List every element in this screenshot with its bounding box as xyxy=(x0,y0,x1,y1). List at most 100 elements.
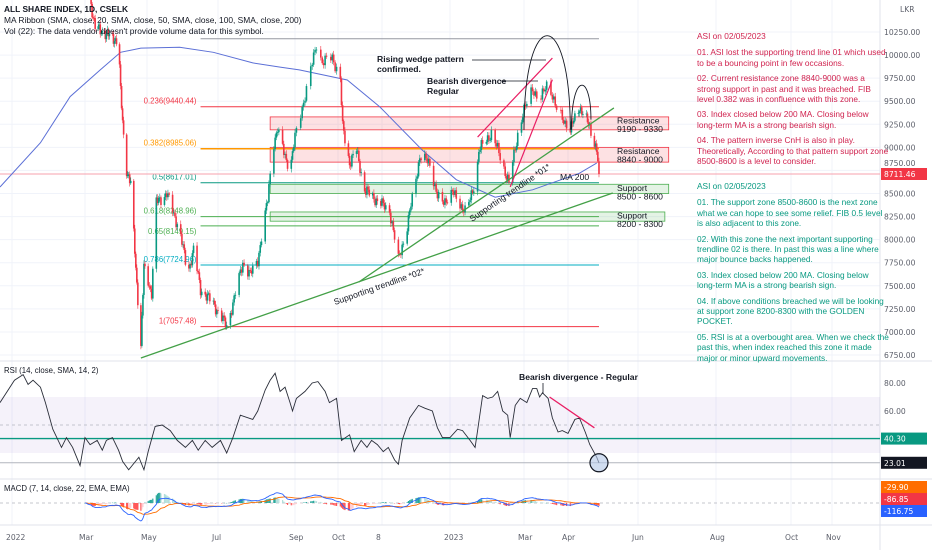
time-axis[interactable]: 2022 Mar May Jul Sep Oct 8 2023 Mar Apr Jun Aug Oct N… xyxy=(6,533,841,542)
symbol-title[interactable]: ALL SHARE INDEX, 1D, CSELK xyxy=(4,4,129,14)
candle-body xyxy=(233,295,235,303)
candle-body xyxy=(330,56,332,61)
macd-histogram-bar xyxy=(498,503,500,504)
time-tick-label: Oct xyxy=(332,533,345,542)
candle-body xyxy=(256,260,259,267)
candle-body xyxy=(234,294,237,296)
candle-body xyxy=(247,265,249,277)
macd-histogram-bar xyxy=(104,503,106,505)
candle-body xyxy=(118,44,121,65)
head-shoulder-arcs[interactable] xyxy=(523,35,592,130)
candle-body xyxy=(524,104,527,107)
rsi-ma-badge: 40.30 xyxy=(884,435,906,444)
candle-body xyxy=(355,151,358,154)
candle-body xyxy=(489,140,491,141)
fib-retracement[interactable]: 0.236(9440.44) 0.382(8985.06) 0.5(8617.01)… xyxy=(144,38,599,328)
macd-histogram-bar xyxy=(560,503,562,506)
macd-histogram-bar xyxy=(269,498,271,503)
macd-histogram-bar xyxy=(366,503,368,506)
candle-body xyxy=(120,85,123,109)
macd-histogram-bar xyxy=(190,503,192,506)
time-tick-label: Jun xyxy=(631,533,644,542)
macd-histogram-bar xyxy=(561,503,563,506)
price-axis[interactable]: 10250.00 10000.00 9750.00 9500.00 9250.00 900… xyxy=(884,28,920,416)
macd-histogram-bar xyxy=(593,503,595,505)
time-tick-label: Oct xyxy=(785,533,798,542)
candle-body xyxy=(400,254,402,256)
time-tick-label: Nov xyxy=(826,533,841,542)
candle-body xyxy=(128,174,131,184)
macd-histogram-bar xyxy=(367,503,369,505)
candle-body xyxy=(356,150,359,152)
candle-body xyxy=(191,253,194,266)
candle-body xyxy=(441,191,444,202)
macd-histogram-bar xyxy=(304,502,306,503)
bearish-note: 03. Index closed below 200 MA. Closing b… xyxy=(697,109,869,130)
candle-body xyxy=(150,288,153,299)
candle-body xyxy=(597,151,599,162)
candle-body xyxy=(580,107,583,115)
macd-histogram-bar xyxy=(240,498,243,503)
macd-histogram-bar xyxy=(160,493,162,503)
macd-value-badge: -29.90 xyxy=(884,483,909,492)
trendlines-layer[interactable]: Supporting trendline *02*Supporting tren… xyxy=(140,107,615,359)
macd-pane[interactable]: MACD (7, 14, close, 22, EMA, EMA) xyxy=(0,484,880,522)
macd-histogram-bar xyxy=(144,501,146,503)
candle-body xyxy=(367,186,369,190)
candle-body xyxy=(555,105,558,110)
macd-histogram-bar xyxy=(277,497,279,503)
candle-body xyxy=(513,149,515,163)
macd-value-badge-bg xyxy=(881,505,927,517)
candle-body xyxy=(198,272,201,280)
macd-histogram-bar xyxy=(268,498,270,503)
candle-body xyxy=(122,120,125,135)
candle-body xyxy=(544,89,547,92)
candle-body xyxy=(225,325,228,328)
bearish-note: 02. Current resistance zone 8840-9000 wa… xyxy=(697,73,871,105)
rsi-pane[interactable]: Bearish divergence - Regular RSI (14, cl… xyxy=(0,366,880,473)
macd-histogram-bar xyxy=(540,502,542,503)
candle-body xyxy=(92,17,94,18)
candle-body xyxy=(582,114,584,116)
macd-histogram-bar xyxy=(99,503,101,506)
candle-body xyxy=(148,285,151,287)
time-tick-label: Mar xyxy=(79,533,94,542)
ma-ribbon-legend[interactable]: MA Ribbon (SMA, close, 20, SMA, close, 5… xyxy=(4,15,302,25)
macd-histogram-bar xyxy=(426,499,428,503)
price-tick-label: 9500.00 xyxy=(884,97,916,106)
candle-body xyxy=(534,91,537,96)
candle-body xyxy=(461,204,464,211)
volume-legend[interactable]: Vol (22): The data vendor doesn't provid… xyxy=(4,26,264,36)
candle-body xyxy=(107,29,110,37)
candle-body xyxy=(144,263,146,267)
candle-body xyxy=(486,135,489,142)
candle-body xyxy=(383,203,386,210)
macd-histogram-bar xyxy=(504,503,506,506)
candle-body xyxy=(190,263,193,266)
candle-body xyxy=(264,210,266,242)
candle-body xyxy=(106,29,109,34)
macd-histogram-bar xyxy=(281,499,284,503)
macd-histogram-bar xyxy=(91,503,93,506)
candle-body xyxy=(105,33,108,40)
candle-body xyxy=(99,24,102,35)
candle-body xyxy=(283,143,285,155)
macd-value-badge: -116.75 xyxy=(884,507,913,516)
candle-body xyxy=(446,202,449,204)
candle-body xyxy=(184,250,187,265)
candle-body xyxy=(126,174,129,177)
candle-body xyxy=(163,197,166,205)
candle-body xyxy=(436,191,439,199)
candle-body xyxy=(407,215,410,232)
candle-body xyxy=(121,108,124,121)
candle-body xyxy=(490,130,493,141)
candle-body xyxy=(392,221,395,231)
price-tick-label: 8250.00 xyxy=(884,213,916,222)
rising-wedge-lines[interactable] xyxy=(477,57,553,188)
price-tick-label: 7250.00 xyxy=(884,305,916,314)
macd-histogram-bar xyxy=(159,492,161,503)
candle-body xyxy=(533,91,535,96)
main-pane[interactable]: 0.236(9440.44) 0.382(8985.06) 0.5(8617.01)… xyxy=(0,0,880,359)
candle-body xyxy=(499,153,501,161)
